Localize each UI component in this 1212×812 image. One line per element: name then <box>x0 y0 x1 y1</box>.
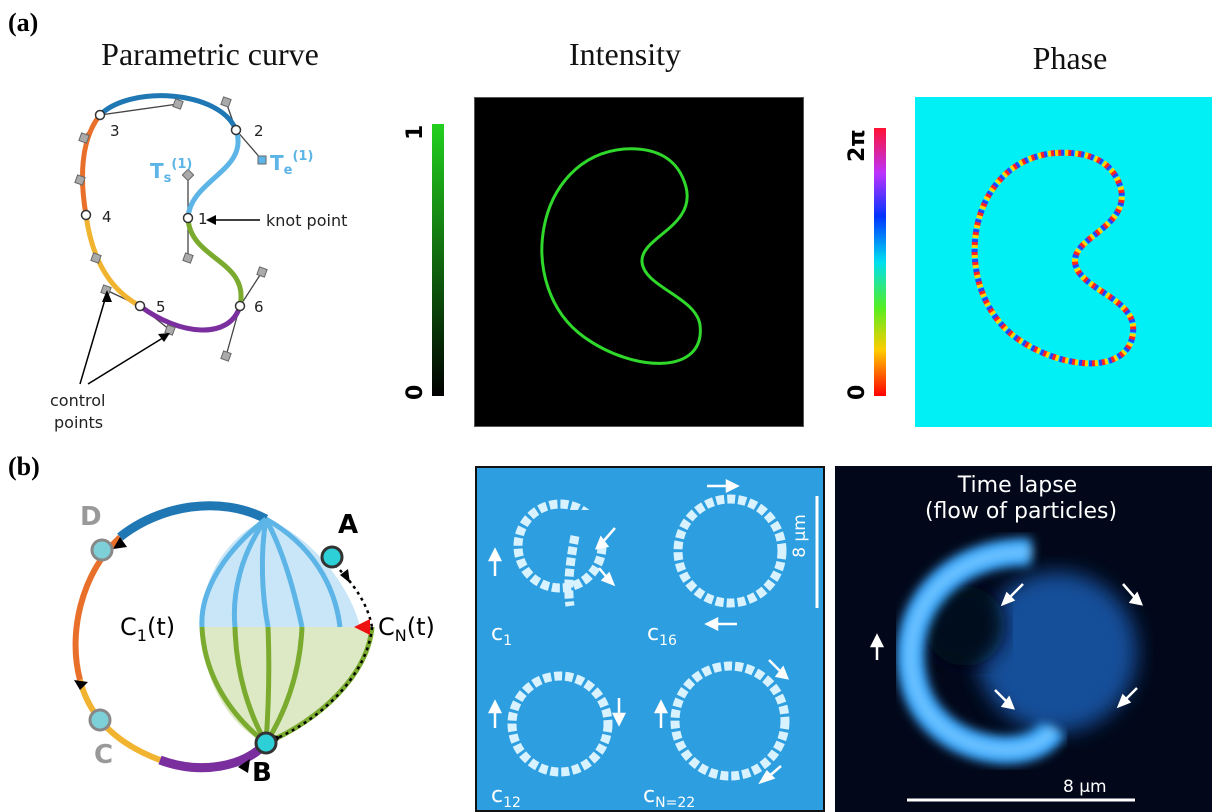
title-intensity: Intensity <box>569 36 681 72</box>
knot-label-3: 3 <box>110 122 120 140</box>
control-point-markers <box>74 96 268 362</box>
flow-arrows <box>487 478 790 785</box>
arc-yellow <box>77 679 162 763</box>
control-points-label: control points <box>50 391 111 432</box>
micro-label-cn: cN=22 <box>643 783 695 811</box>
time-lapse-scale-label: 8 µm <box>1063 777 1107 797</box>
point-label-d: D <box>80 502 102 532</box>
upper-curve-fan <box>199 516 343 628</box>
micro-label-c12: c12 <box>491 783 521 811</box>
particle-ring-c12 <box>507 671 613 777</box>
knot-label-1: 1 <box>198 210 208 228</box>
micro-scale-label: 8 µm <box>790 514 810 558</box>
segment-yellow <box>83 212 143 309</box>
upper-shaded-region <box>201 519 360 627</box>
ts-label: Ts(1) <box>150 157 192 186</box>
endpoint-markers <box>88 538 344 755</box>
arc-purple <box>158 739 270 773</box>
knot-label-5: 5 <box>156 298 166 316</box>
time-lapse-arrows <box>869 583 1144 710</box>
knot-point-label: knot point <box>266 211 347 230</box>
cn-label: CN(t) <box>378 613 435 645</box>
intensity-kidney-curve <box>540 147 702 365</box>
phase-image <box>915 97 1212 427</box>
knot-label-4: 4 <box>102 208 112 226</box>
particle-ring-c16 <box>673 494 787 608</box>
te-label: Te(1) <box>270 149 313 178</box>
micro-label-c1: c1 <box>491 621 512 649</box>
arc-blue <box>117 501 269 541</box>
intensity-colorbar: 1 0 <box>403 124 444 400</box>
segment-green <box>185 215 244 309</box>
red-arrow <box>354 619 370 635</box>
segment-blue <box>97 93 239 133</box>
title-phase: Phase <box>1032 40 1108 76</box>
point-label-a: A <box>338 510 358 540</box>
knot-label-2: 2 <box>254 122 264 140</box>
knot-markers <box>80 109 246 312</box>
microscopy-panel: 8 µm c1 c16 c12 cN=22 <box>475 466 825 812</box>
point-label-b: B <box>252 758 272 788</box>
intensity-min-label: 0 <box>403 385 428 400</box>
time-lapse-title: Time lapse (flow of particles) <box>925 473 1117 524</box>
point-label-c: C <box>94 740 113 770</box>
phase-colorbar: 2π 0 <box>845 128 886 400</box>
c1-label: C1(t) <box>120 613 175 645</box>
particle-ring-cn <box>670 661 790 781</box>
intensity-image <box>474 97 804 427</box>
segment-orange <box>80 112 103 218</box>
intensity-max-label: 1 <box>403 125 428 140</box>
segment-light-blue <box>185 127 241 221</box>
time-lapse-panel: Time lapse (flow of particles) 8 µm <box>835 466 1212 812</box>
phase-max-label: 2π <box>845 129 870 162</box>
trajectory-diagram: A B C D C1(t) CN(t) <box>72 501 435 788</box>
title-parametric-curve: Parametric curve <box>101 36 319 72</box>
panel-b-label: (b) <box>8 452 40 481</box>
parametric-curve-diagram: 1 2 3 4 5 6 Ts(1) Te(1) knot point contr… <box>50 93 347 432</box>
phase-min-label: 0 <box>845 385 870 400</box>
micro-label-c16: c16 <box>647 621 677 649</box>
panel-a-label: (a) <box>8 8 39 37</box>
lower-shaded-region <box>202 627 372 743</box>
segment-purple <box>137 303 243 333</box>
knot-label-6: 6 <box>254 298 264 316</box>
